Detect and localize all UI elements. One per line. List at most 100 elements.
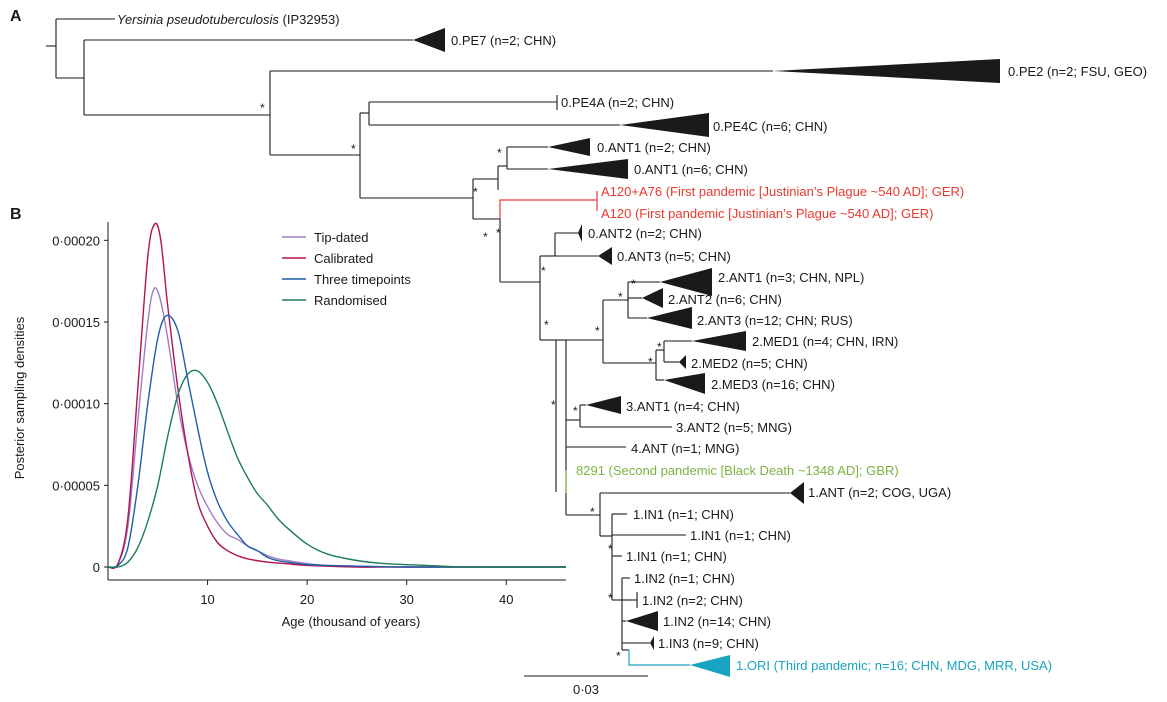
x-tick-label: 30 <box>399 592 413 607</box>
y-ticks: 0 0·00005 0·00010 0·00015 0·00020 <box>52 233 108 575</box>
support-marker: * <box>608 542 613 556</box>
outgroup-species: Yersinia pseudotuberculosis <box>117 12 279 27</box>
legend-label: Tip-dated <box>314 230 368 245</box>
clade-triangle-ant2-2 <box>642 288 663 308</box>
tip-label-in3: 1.IN3 (n=9; CHN) <box>658 636 759 651</box>
y-tick-label: 0·00015 <box>52 315 100 330</box>
first-pandemic-branch <box>499 199 597 219</box>
y-axis-title: Posterior sampling densities <box>12 316 27 479</box>
y-tick-label: 0·00010 <box>52 397 100 412</box>
x-tick-label: 20 <box>300 592 314 607</box>
outgroup-strain: (IP32953) <box>279 12 340 27</box>
chart-legend: Tip-dated Calibrated Three timepoints Rando… <box>282 230 411 308</box>
clade-triangle-pe7 <box>413 28 445 52</box>
legend-label: Three timepoints <box>314 272 411 287</box>
tip-label-ant1-b: 0.ANT1 (n=6; CHN) <box>634 162 748 177</box>
x-ticks: 10 20 30 40 <box>200 580 513 607</box>
clade-triangle-ant1-2 <box>660 268 712 296</box>
support-marker: * <box>544 318 549 332</box>
tip-label-med3: 2.MED3 (n=16; CHN) <box>711 377 835 392</box>
support-marker: * <box>657 340 662 354</box>
tip-label-pe2: 0.PE2 (n=2; FSU, GEO) <box>1008 64 1147 79</box>
pandemic-branches <box>499 191 690 666</box>
scale-bar-label: 0·03 <box>573 682 599 697</box>
phylogenetic-tree <box>46 18 790 651</box>
clade-triangle-ant3-2 <box>647 307 692 329</box>
density-curve-calibrated <box>107 222 566 569</box>
collapsed-clades <box>413 28 1000 677</box>
clade-triangle-ant1-a <box>548 138 590 156</box>
tip-label-med1: 2.MED1 (n=4; CHN, IRN) <box>752 334 898 349</box>
tip-label-ant3-2: 2.ANT3 (n=12; CHN; RUS) <box>697 313 853 328</box>
tip-label-ori: 1.ORI (Third pandemic; n=16; CHN, MDG, M… <box>736 658 1052 673</box>
tip-label-pe4a: 0.PE4A (n=2; CHN) <box>561 95 674 110</box>
tip-label-ant1-3: 3.ANT1 (n=4; CHN) <box>626 399 740 414</box>
clade-triangle-med2 <box>679 355 686 369</box>
support-marker: * <box>573 404 578 418</box>
clade-triangle-med3 <box>664 373 705 394</box>
support-marker: * <box>351 142 356 156</box>
support-marker: * <box>595 324 600 338</box>
tip-label-ant2-0: 0.ANT2 (n=2; CHN) <box>588 226 702 241</box>
support-marker: * <box>618 290 623 304</box>
clade-triangle-med1 <box>692 331 746 351</box>
density-curve-tip-dated <box>107 287 566 569</box>
density-curve-randomised <box>107 369 567 569</box>
y-tick-label: 0·00005 <box>52 478 100 493</box>
clade-triangle-in3 <box>650 636 654 650</box>
clade-triangle-pe4c <box>620 113 709 137</box>
support-marker: * <box>473 185 478 199</box>
panel-a-label: A <box>10 8 22 25</box>
tip-label-pe4c: 0.PE4C (n=6; CHN) <box>713 119 828 134</box>
support-marker: * <box>631 277 636 291</box>
legend-label: Calibrated <box>314 251 373 266</box>
support-markers: * * * * * * * * * * * * * * * * * * * <box>260 101 662 663</box>
tip-label-ant1-2: 2.ANT1 (n=3; CHN, NPL) <box>718 270 864 285</box>
density-curve-three-timepoints <box>107 314 566 568</box>
clade-triangle-pe2 <box>773 59 1000 83</box>
support-marker: * <box>648 355 653 369</box>
tip-label-in1-b: 1.IN1 (n=1; CHN) <box>690 528 791 543</box>
clade-triangle-ant3-0 <box>598 247 612 265</box>
scale-bar: 0·03 <box>524 675 648 697</box>
support-marker: * <box>497 146 502 160</box>
tip-label-in2-a: 1.IN2 (n=1; CHN) <box>634 571 735 586</box>
support-marker: * <box>260 101 265 115</box>
support-marker: * <box>483 230 488 244</box>
clade-triangle-ori <box>690 655 730 677</box>
clade-triangle-ant-1 <box>790 482 804 504</box>
support-marker: * <box>608 591 613 605</box>
tip-label-ant3-0: 0.ANT3 (n=5; CHN) <box>617 249 731 264</box>
support-marker: * <box>496 226 501 240</box>
tip-label-in1-a: 1.IN1 (n=1; CHN) <box>633 507 734 522</box>
x-tick-label: 40 <box>499 592 513 607</box>
tip-label-outgroup: Yersinia pseudotuberculosis (IP32953) <box>117 12 340 27</box>
clade-triangle-ant2-0 <box>578 224 582 242</box>
x-tick-label: 10 <box>200 592 214 607</box>
tip-label-ant-4: 4.ANT (n=1; MNG) <box>631 441 739 456</box>
tip-label-med2: 2.MED2 (n=5; CHN) <box>691 356 808 371</box>
x-axis-title: Age (thousand of years) <box>282 614 421 629</box>
density-chart: 0 0·00005 0·00010 0·00015 0·00020 10 20 30 40 T… <box>12 222 567 629</box>
tip-labels: Yersinia pseudotuberculosis (IP32953) 0.… <box>117 12 1147 673</box>
tip-label-ant-1: 1.ANT (n=2; COG, UGA) <box>808 485 951 500</box>
tip-label-a120: A120 (First pandemic [Justinian’s Plague… <box>601 206 934 221</box>
tip-label-in2-c: 1.IN2 (n=14; CHN) <box>663 614 771 629</box>
support-marker: * <box>616 649 621 663</box>
panel-b-label: B <box>10 206 22 223</box>
support-marker: * <box>590 505 595 519</box>
tip-label-ant1-a: 0.ANT1 (n=2; CHN) <box>597 140 711 155</box>
tip-label-a120-a76: A120+A76 (First pandemic [Justinian’s Pl… <box>601 184 964 199</box>
tip-label-in2-b: 1.IN2 (n=2; CHN) <box>642 593 743 608</box>
tip-label-ant2-2: 2.ANT2 (n=6; CHN) <box>668 292 782 307</box>
third-pandemic-branch <box>628 650 690 666</box>
support-marker: * <box>541 264 546 278</box>
legend-label: Randomised <box>314 293 387 308</box>
clade-triangle-ant1-3 <box>586 396 621 414</box>
clade-triangle-in2-c <box>626 611 658 631</box>
tip-label-pe7: 0.PE7 (n=2; CHN) <box>451 33 556 48</box>
support-marker: * <box>551 398 556 412</box>
tip-label-black-death: 8291 (Second pandemic [Black Death ~1348… <box>576 463 899 478</box>
tip-label-ant2-3: 3.ANT2 (n=5; MNG) <box>676 420 792 435</box>
